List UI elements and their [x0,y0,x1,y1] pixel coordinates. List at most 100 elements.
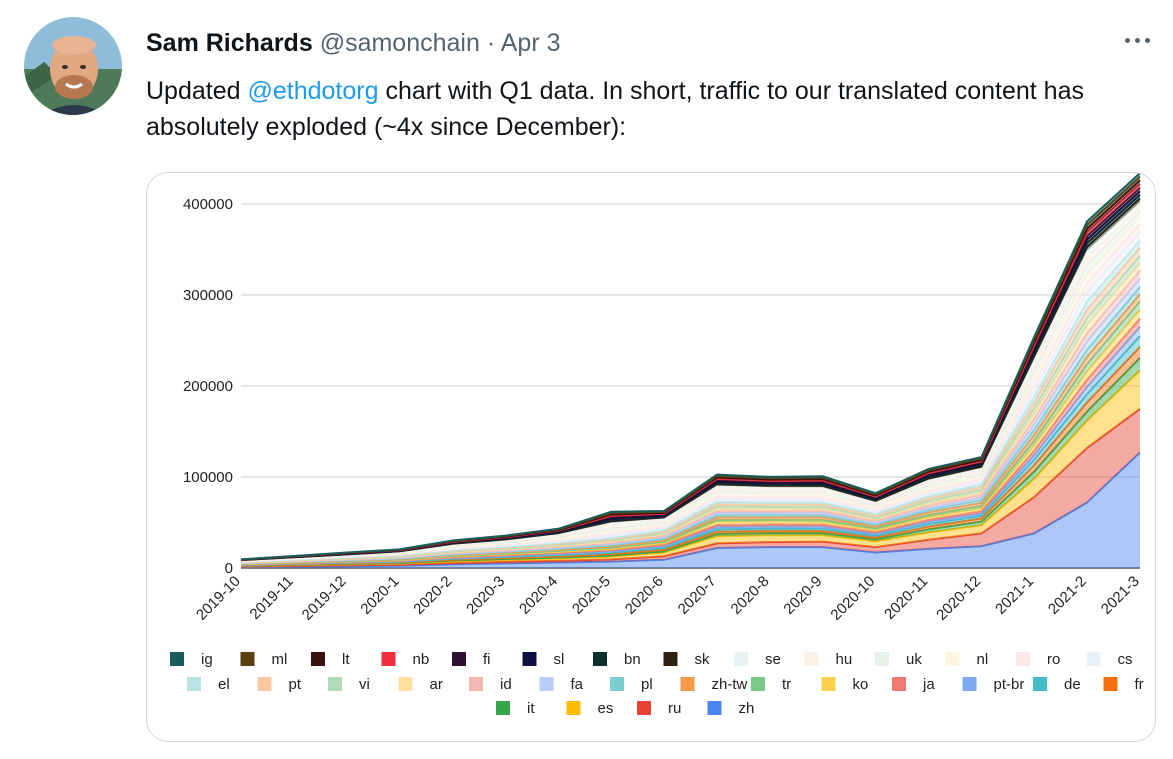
y-tick-label: 400000 [183,196,233,213]
legend-swatch [187,677,201,691]
legend-label: nl [977,651,989,668]
legend-label: fa [571,676,584,693]
legend-swatch [945,652,960,666]
legend-swatch [804,652,819,666]
tweet-date[interactable]: Apr 3 [500,29,561,57]
legend-label: pt [289,676,302,693]
legend-label: nb [413,651,430,668]
x-tick-label: 2020-7 [675,573,720,618]
legend-label: el [218,676,230,693]
legend-swatch [469,677,483,691]
legend-label: es [598,700,614,717]
y-tick-label: 100000 [183,469,233,486]
x-tick-label: 2021-2 [1045,573,1090,618]
legend-swatch [328,677,342,691]
legend-swatch [496,701,510,715]
legend-label: fr [1135,676,1144,693]
tweet-text-before: Updated [146,77,248,105]
x-tick-label: 2020-8 [728,573,773,618]
legend-swatch [170,652,184,666]
legend-swatch [637,701,651,715]
x-tick-label: 2021-3 [1098,573,1143,618]
tweet-text: Updated @ethdotorg chart with Q1 data. I… [146,73,1146,145]
legend-swatch [751,677,765,691]
legend-swatch [311,652,325,666]
y-tick-label: 0 [225,560,233,577]
legend-swatch [734,652,748,666]
legend-swatch [539,677,554,691]
legend-label: hu [836,651,853,668]
y-tick-label: 300000 [183,287,233,304]
legend-swatch [1103,677,1118,691]
legend-label: tr [782,676,791,693]
chart-image-card[interactable]: 0 100000 200000 300000 400000 2019-10 2019-11 2… [146,172,1156,742]
author-handle[interactable]: @samonchain [319,29,480,57]
legend-label: pl [641,676,653,693]
line-ru [240,407,1141,568]
legend-swatch [821,677,836,691]
legend-swatch [892,677,906,691]
legend-swatch [707,701,722,715]
legend-swatch [398,677,413,691]
legend-swatch [610,677,624,691]
legend-swatch [257,677,272,691]
x-tick-label: 2020-4 [516,573,561,618]
legend-label: ar [430,676,443,693]
legend-swatch [1016,652,1030,666]
legend-swatch [452,652,466,666]
x-tick-label: 2020-5 [569,573,614,618]
legend-swatch [875,652,889,666]
legend-label: se [765,651,781,668]
legend-swatch [1086,652,1101,666]
legend-label: bn [624,651,641,668]
legend-label: uk [906,651,922,668]
x-tick-label: 2020-1 [357,573,402,618]
y-tick-label: 200000 [183,378,233,395]
x-tick-label: 2019-11 [247,573,297,623]
x-tick-label: 2020-11 [881,573,931,623]
legend-label: fi [483,651,491,668]
x-tick-label: 2019-10 [193,573,244,624]
legend-swatch [522,652,537,666]
legend-label: ig [201,651,213,668]
line-ig [240,173,1141,561]
legend-label: ja [922,676,935,693]
legend-label: lt [342,651,350,668]
legend-label: de [1064,676,1081,693]
legend-label: cs [1118,651,1133,668]
x-tick-label: 2020-9 [780,573,825,618]
avatar[interactable] [24,17,122,115]
legend-swatch [566,701,581,715]
area-zh [241,452,1140,568]
x-tick-label: 2020-2 [410,573,455,618]
legend-label: it [527,700,535,717]
legend-label: ro [1047,651,1060,668]
x-tick-label: 2021-1 [992,573,1037,618]
separator-dot: · [486,29,496,57]
avatar-photo [24,17,122,115]
x-tick-label: 2020-3 [463,573,508,618]
legend-swatch [1033,677,1047,691]
mention-link[interactable]: @ethdotorg [247,77,379,105]
tweet-header: Sam Richards @samonchain · Apr 3 [146,27,561,59]
x-tick-label: 2020-10 [827,573,878,624]
tweet-text-after: chart with Q1 data. In short, traffic to… [146,77,1084,141]
legend-swatch [381,652,396,666]
author-name[interactable]: Sam Richards [146,29,313,57]
legend-swatch [663,652,678,666]
more-options-button[interactable] [1121,28,1155,54]
legend-label: vi [359,676,370,693]
legend-label: id [500,676,512,693]
x-tick-label: 2020-12 [933,573,984,624]
legend-swatch [680,677,695,691]
legend-label: sk [695,651,711,668]
legend-swatch [240,652,255,666]
stacked-area-chart: 0 100000 200000 300000 400000 2019-10 2019-11 2… [170,173,1144,717]
legend-swatch [962,677,977,691]
legend-label: ko [853,676,869,693]
legend-label: ml [272,651,288,668]
legend-label: zh-tw [712,676,748,693]
legend-label: sl [554,651,565,668]
legend-label: zh [739,700,755,717]
legend-label: pt-br [994,676,1025,693]
